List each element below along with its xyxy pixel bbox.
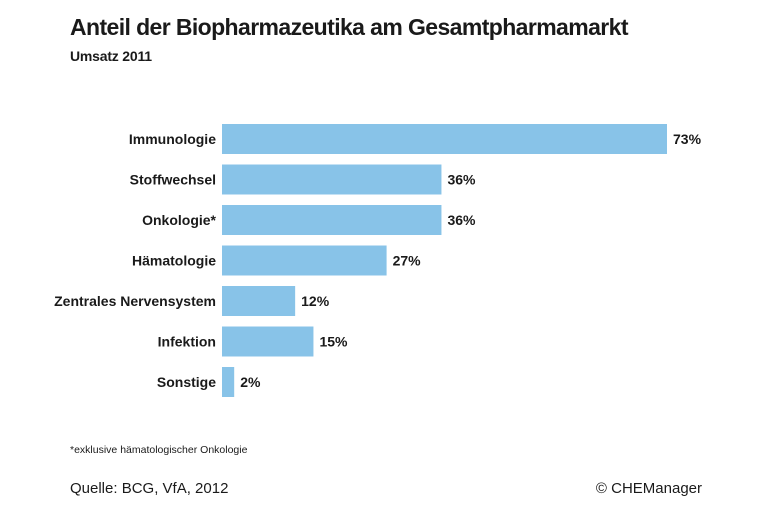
chart-title: Anteil der Biopharmazeutika am Gesamtpha… [70,14,629,40]
category-label: Infektion [158,334,216,350]
source-note: Quelle: BCG, VfA, 2012 [70,480,229,497]
category-label: Zentrales Nervensystem [54,293,216,309]
value-label: 27% [393,253,422,269]
bar [222,326,314,357]
category-label: Immunologie [129,131,216,147]
value-label: 73% [673,131,702,147]
category-label: Hämatologie [132,253,216,269]
bar-chart: Immunologie 73% Stoffwechsel 36% Onkologie* 3… [54,124,702,397]
category-label: Stoffwechsel [130,172,216,188]
bar [222,205,442,235]
copyright-note: © CHEManager [595,480,702,497]
value-label: 36% [447,172,476,188]
value-label: 2% [240,374,261,390]
bar [222,164,442,195]
bar [222,367,235,397]
bar [222,286,296,316]
bar [222,124,667,154]
value-label: 36% [447,212,476,228]
bar [222,245,387,276]
category-label: Onkologie* [142,212,216,228]
category-label: Sonstige [157,374,216,390]
value-label: 15% [319,334,348,350]
footnote: *exklusive hämatologischer Onkologie [70,444,248,456]
chart-subtitle: Umsatz 2011 [70,48,152,64]
value-label: 12% [301,293,330,309]
